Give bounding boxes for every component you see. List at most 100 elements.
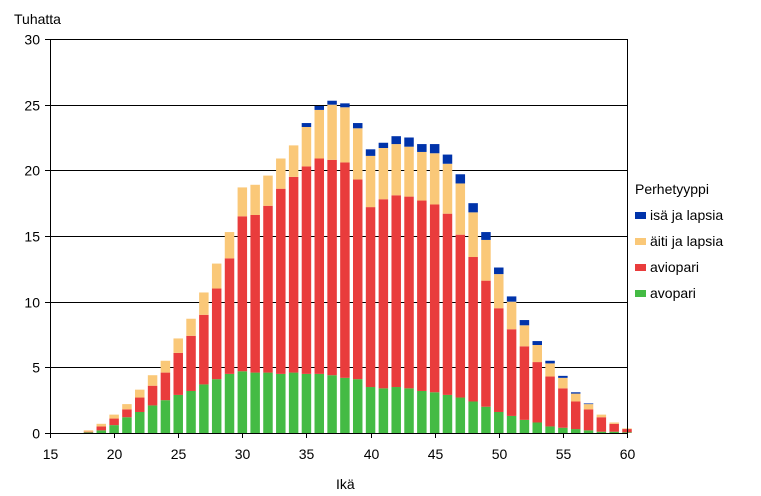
x-tick-label: 60	[620, 446, 636, 462]
bar-segment	[519, 419, 530, 433]
bar-segment	[596, 431, 607, 433]
bar-segment	[250, 372, 260, 433]
bar-segment	[558, 377, 568, 389]
bar-segment	[365, 387, 376, 433]
legend-item-isa-ja-lapsia: isä ja lapsia	[635, 202, 723, 228]
bar-segment	[340, 103, 350, 108]
x-tick-label: 50	[492, 446, 508, 462]
bar-segment	[365, 149, 376, 156]
bar-segment	[481, 280, 491, 407]
x-tick-label: 25	[171, 446, 187, 462]
legend: Perhetyyppi isä ja lapsia äiti ja lapsia…	[635, 176, 723, 306]
bar-segment	[263, 372, 273, 433]
bar-segment	[494, 274, 504, 309]
bar-segment	[468, 203, 478, 213]
bar-segment	[417, 151, 427, 201]
bar-segment	[468, 212, 478, 258]
x-tick-label: 15	[43, 446, 59, 462]
y-tick-label: 10	[24, 295, 40, 311]
bar-segment	[160, 360, 171, 373]
bar-segment	[442, 394, 453, 433]
bar-segment	[442, 154, 453, 164]
bar-segment	[570, 392, 581, 394]
bar-segment	[417, 390, 427, 433]
bar-segment	[199, 314, 209, 385]
bar-segment	[429, 392, 440, 433]
x-axis-ticks: 15 20 25 30 35 40 45 50 55 60	[43, 433, 636, 462]
bar-segment	[404, 388, 414, 433]
bar-segment	[378, 388, 389, 433]
bar-segment	[276, 188, 286, 374]
bar-segment	[147, 405, 158, 433]
bar-segment	[570, 401, 581, 430]
bar-segment	[378, 148, 389, 200]
bar-segment	[211, 263, 222, 289]
bar-segment	[301, 126, 312, 167]
bar-segment	[468, 401, 478, 433]
bar-segment	[314, 373, 325, 433]
bar-segment	[135, 411, 145, 433]
bar-segment	[301, 166, 312, 374]
bar-segment	[224, 373, 235, 433]
bar-segment	[173, 338, 183, 353]
bar-segment	[609, 422, 619, 424]
bar-segment	[494, 308, 504, 412]
bar-segment	[314, 109, 325, 159]
bar-segment	[122, 417, 132, 433]
bar-segment	[263, 205, 273, 373]
y-tick-label: 5	[32, 360, 40, 376]
bar-segment	[519, 346, 530, 420]
bar-segment	[532, 362, 542, 423]
bar-segment	[199, 384, 209, 433]
bar-segment	[558, 427, 568, 433]
bar-segment	[288, 145, 299, 177]
x-tick-label: 30	[235, 446, 251, 462]
y-axis-ticks: 0 5 10 15 20 25 30	[24, 32, 50, 442]
bar-segment	[327, 159, 337, 376]
bar-segment	[455, 183, 466, 235]
bar-segment	[147, 385, 158, 406]
plot-area-frame	[50, 39, 628, 434]
bar-segment	[276, 158, 286, 189]
bar-segment	[109, 418, 119, 426]
bar-segment	[429, 204, 440, 393]
bar-segment	[404, 137, 414, 147]
bar-segment	[327, 104, 337, 160]
bar-segment	[109, 425, 119, 433]
bar-segment	[545, 376, 555, 427]
bar-segment	[519, 320, 530, 326]
bar-segment	[378, 142, 389, 148]
bar-segment	[532, 422, 542, 433]
bar-segment	[609, 423, 619, 432]
legend-swatch-avopari	[635, 289, 646, 297]
y-tick-label: 25	[24, 98, 40, 114]
legend-swatch-isa-ja-lapsia	[635, 211, 646, 219]
y-tick-label: 15	[24, 229, 40, 245]
bar-segment	[532, 345, 542, 363]
bar-segment	[583, 430, 594, 433]
x-tick-label: 45	[428, 446, 444, 462]
bar-segment	[404, 146, 414, 197]
x-tick-label: 20	[107, 446, 123, 462]
bar-segment	[96, 423, 107, 427]
bar-segment	[237, 187, 248, 217]
bar-segment	[365, 207, 376, 388]
bar-segment	[506, 301, 517, 330]
bar-segment	[276, 373, 286, 433]
bar-segment	[352, 128, 363, 180]
legend-item-aviopari: aviopari	[635, 254, 723, 280]
bar-segment	[506, 415, 517, 433]
bar-segment	[417, 144, 427, 152]
bar-segment	[340, 377, 350, 433]
legend-item-avopari: avopari	[635, 280, 723, 306]
bar-segment	[494, 267, 504, 275]
legend-label-avopari: avopari	[650, 285, 696, 301]
y-tick-label: 20	[24, 163, 40, 179]
bar-segment	[494, 411, 504, 433]
bar-segment	[545, 426, 555, 433]
bar-segment	[596, 414, 607, 418]
bar-segment	[250, 214, 260, 373]
bar-segment	[301, 373, 312, 433]
bar-segment	[365, 155, 376, 208]
bar-segment	[122, 409, 132, 418]
